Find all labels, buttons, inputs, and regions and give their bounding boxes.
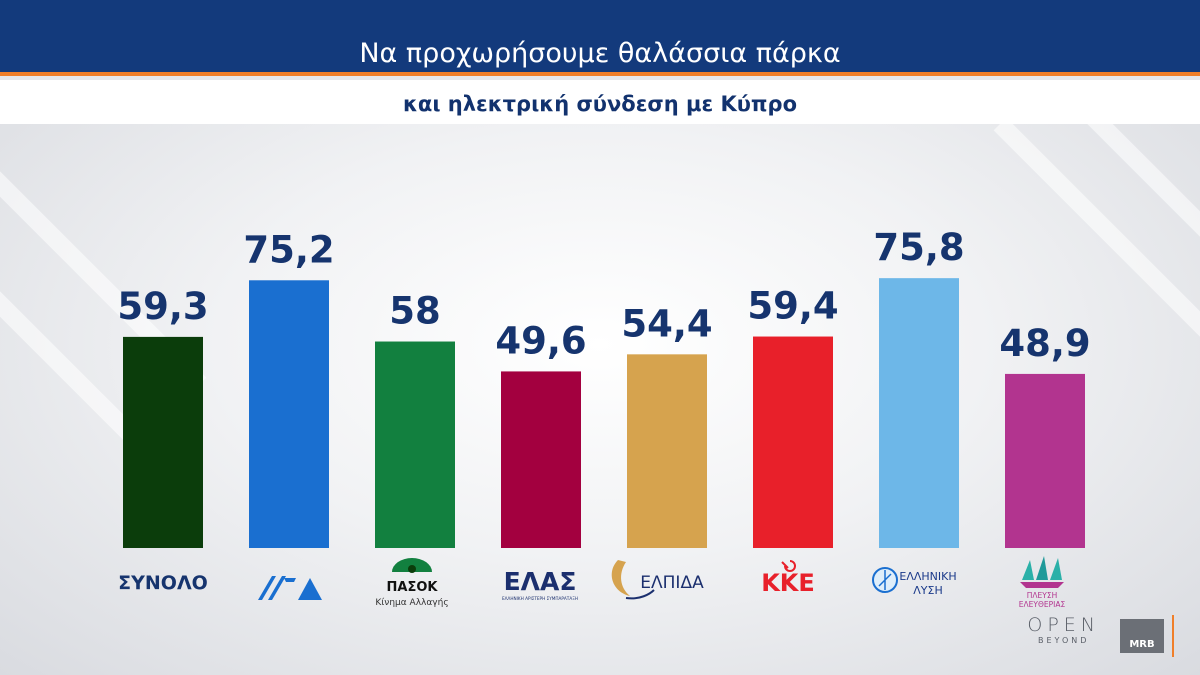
bar-value-label-5: 54,4: [621, 302, 712, 345]
logo-kke-text: ΚΚΕ: [761, 569, 815, 597]
bar-value-label-8: 48,9: [999, 322, 1090, 365]
logo-total-text: ΣΥΝΟΛΟ: [118, 572, 208, 594]
bar-4: [501, 371, 581, 548]
bar-3: [375, 341, 455, 548]
logo-pasok: ΠΑΣΟΚ Κίνημα Αλλαγής: [375, 558, 449, 608]
bar-value-label-2: 75,2: [243, 228, 334, 271]
logo-total: ΣΥΝΟΛΟ: [118, 572, 208, 594]
logo-plefsi-text-1: ΠΛΕΥΣΗ: [1027, 591, 1057, 600]
logo-elpida-text: ΕΛΠΙΔΑ: [640, 573, 704, 593]
logo-elpida: ΕΛΠΙΔΑ: [611, 560, 704, 600]
chart-title: Να προχωρήσουμε θαλάσσια πάρκα: [359, 38, 841, 69]
chart-subtitle: και ηλεκτρική σύνδεση με Κύπρο: [402, 92, 798, 116]
logo-elas-subtext: ΕΛΛΗΝΙΚΗ ΑΡΙΣΤΕΡΗ ΣΥΜΠΑΡΑΤΑΞΗ: [502, 596, 578, 601]
mrb-accent-line: [1172, 615, 1174, 657]
hammer-sickle-icon: [781, 560, 796, 572]
logo-plefsi-text-2: ΕΛΕΥΘΕΡΙΑΣ: [1019, 600, 1066, 609]
logo-elas-text: ΕΛΑΣ: [504, 567, 577, 596]
beyond-logo-text: BEYOND: [1037, 636, 1090, 645]
bar-6: [753, 336, 833, 548]
logo-elliniki-lysi-text-1: ΕΛΛΗΝΙΚΗ: [899, 570, 956, 583]
bar-value-label-3: 58: [389, 290, 441, 333]
bar-value-label-6: 59,4: [747, 285, 838, 328]
logo-plefsi: ΠΛΕΥΣΗ ΕΛΕΥΘΕΡΙΑΣ: [1019, 556, 1066, 609]
header-accent-line: [0, 72, 1200, 76]
logo-elas: ΕΛΑΣ ΕΛΛΗΝΙΚΗ ΑΡΙΣΤΕΡΗ ΣΥΜΠΑΡΑΤΑΞΗ: [502, 567, 578, 601]
bar-5: [627, 354, 707, 548]
bar-value-label-1: 59,3: [117, 285, 208, 328]
bar-7: [879, 278, 959, 548]
bar-1: [123, 336, 203, 548]
bar-value-label-4: 49,6: [495, 319, 586, 362]
bar-2: [249, 280, 329, 548]
logo-kke: ΚΚΕ: [761, 560, 815, 597]
logo-nd: ΝΔ: [258, 576, 322, 600]
bar-8: [1005, 373, 1085, 548]
logo-pasok-text: ΠΑΣΟΚ: [387, 580, 439, 595]
bar-value-label-7: 75,8: [873, 226, 964, 269]
subtitle-band: και ηλεκτρική σύνδεση με Κύπρο: [0, 80, 1200, 124]
open-logo-text: OPEN: [1027, 614, 1100, 636]
logo-elliniki-lysi-text-2: ΛΥΣΗ: [913, 584, 942, 597]
header-band: [0, 0, 1200, 76]
logo-elliniki-lysi: ΕΛΛΗΝΙΚΗ ΛΥΣΗ: [872, 567, 957, 597]
open-beyond-logo: OPEN BEYOND: [1027, 614, 1100, 645]
mrb-logo: MRB: [1120, 619, 1164, 653]
logo-pasok-subtext: Κίνημα Αλλαγής: [375, 598, 448, 608]
